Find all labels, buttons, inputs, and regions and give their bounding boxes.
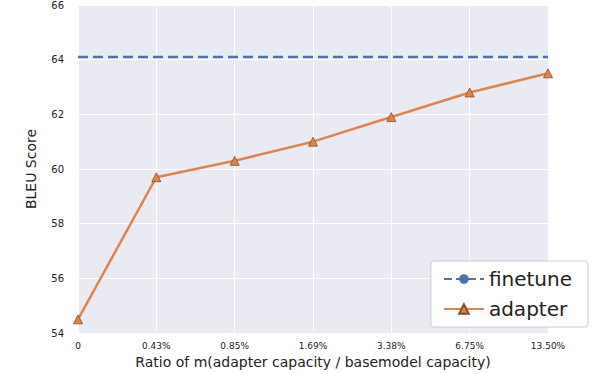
svg-text:BLEU Score: BLEU Score: [23, 129, 39, 209]
svg-text:adapter: adapter: [489, 297, 568, 321]
svg-text:0.43%: 0.43%: [142, 341, 171, 351]
svg-text:66: 66: [51, 0, 64, 11]
svg-text:54: 54: [51, 328, 64, 339]
svg-text:62: 62: [51, 109, 64, 120]
svg-text:56: 56: [51, 273, 64, 284]
svg-text:3.38%: 3.38%: [377, 341, 406, 351]
svg-text:60: 60: [51, 164, 64, 175]
svg-text:0.85%: 0.85%: [220, 341, 249, 351]
svg-text:Ratio of m(adapter capacity /: Ratio of m(adapter capacity / basemodel …: [135, 354, 490, 370]
svg-text:13.50%: 13.50%: [531, 341, 566, 351]
svg-text:58: 58: [51, 218, 64, 229]
svg-text:64: 64: [51, 54, 64, 65]
svg-text:0: 0: [75, 341, 81, 351]
svg-text:1.69%: 1.69%: [299, 341, 328, 351]
svg-text:finetune: finetune: [489, 267, 572, 291]
svg-text:6.75%: 6.75%: [455, 341, 484, 351]
